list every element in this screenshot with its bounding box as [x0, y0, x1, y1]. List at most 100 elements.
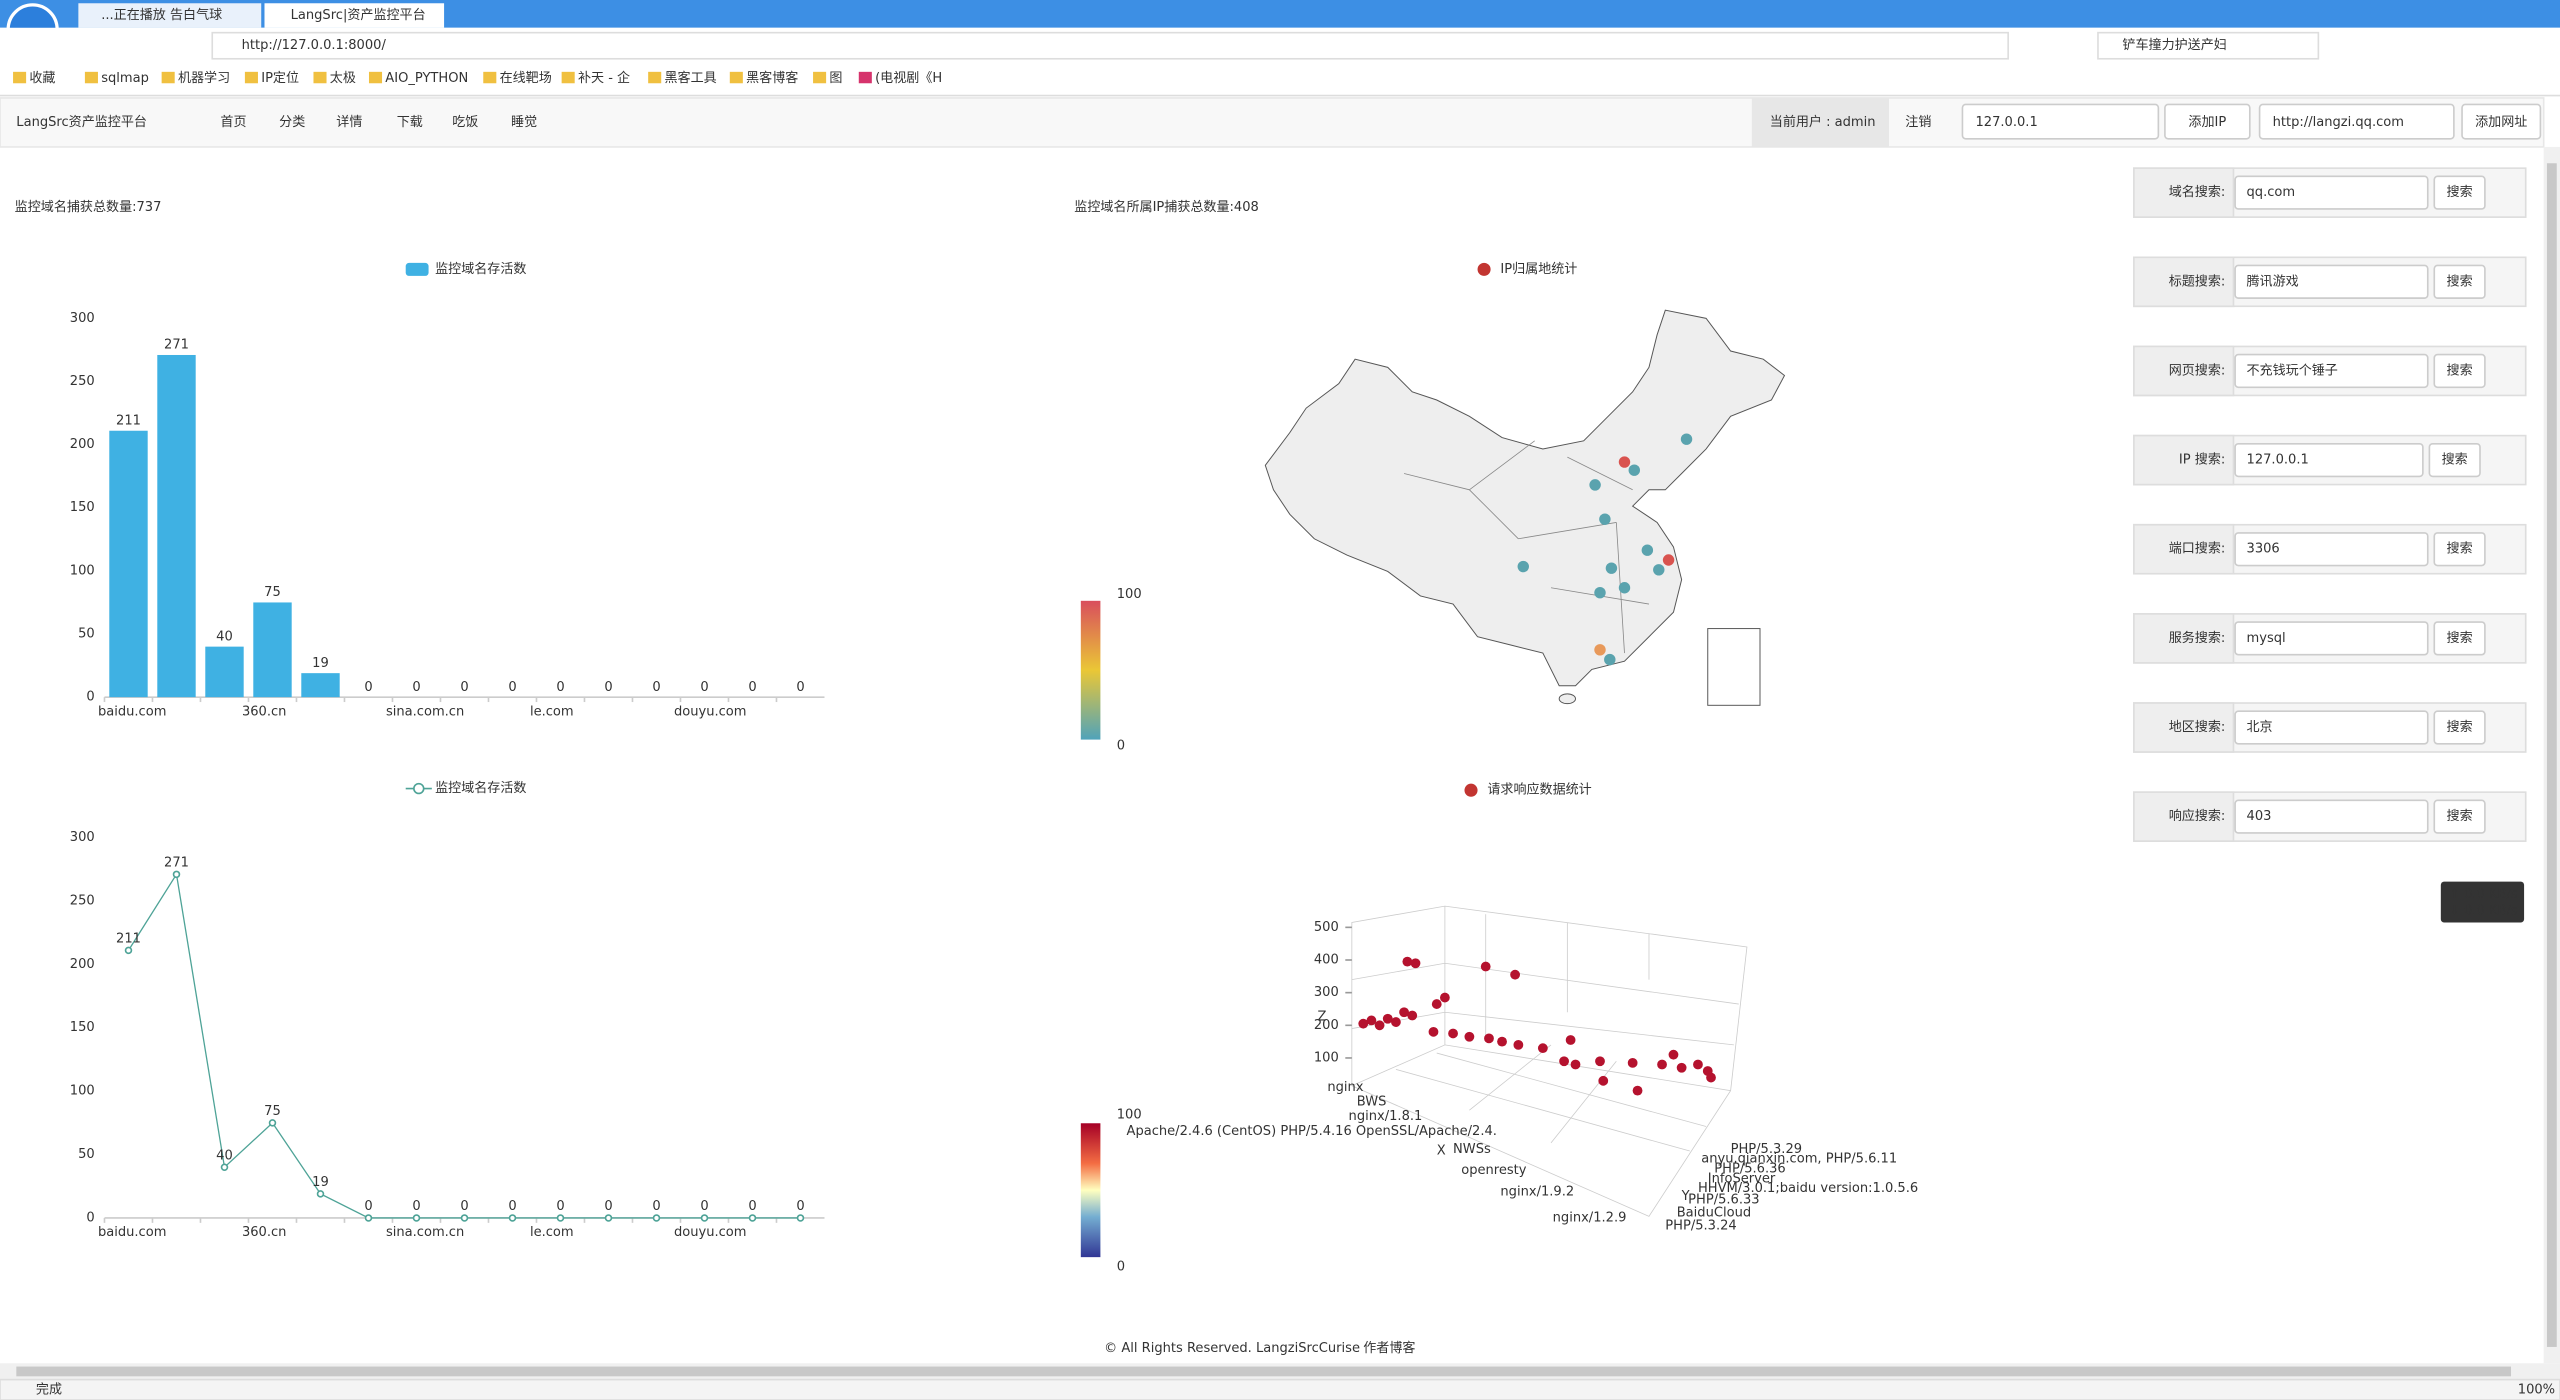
heading: 监控域名捕获总数量:737 — [15, 199, 162, 215]
data-label: 0 — [700, 1199, 708, 1214]
visual-map-max: 100 — [1117, 587, 1142, 602]
bookmark[interactable]: 图 — [829, 71, 842, 86]
y-tick-label: 200 — [70, 437, 95, 452]
bookmark[interactable]: AIO_PYTHON — [385, 71, 468, 86]
search-button-text[interactable]: 搜索 — [2447, 809, 2473, 824]
bookmark[interactable]: 太极 — [330, 71, 356, 86]
data-label: 19 — [312, 1175, 329, 1190]
footer-link[interactable]: 作者博客 — [1363, 1340, 1415, 1356]
search-input[interactable] — [2234, 621, 2429, 656]
bookmark[interactable]: sqlmap — [101, 71, 149, 86]
search-input[interactable] — [2234, 175, 2429, 210]
search-button[interactable] — [2433, 710, 2486, 745]
search-input[interactable] — [2234, 799, 2429, 834]
point — [604, 1214, 613, 1222]
search-input[interactable] — [2234, 353, 2429, 389]
legend-label[interactable]: IP归属地统计 — [1500, 262, 1577, 277]
url-input[interactable] — [2258, 103, 2455, 140]
search-button-text[interactable]: 搜索 — [2447, 631, 2473, 646]
bookmark[interactable]: 黑客博客 — [746, 70, 798, 86]
tab-title[interactable]: ...正在播放 告白气球 — [101, 7, 222, 23]
search-value[interactable]: 127.0.0.1 — [2247, 453, 2309, 468]
search-button[interactable] — [2433, 264, 2486, 299]
add-ip-button[interactable] — [2164, 103, 2251, 140]
china-map — [1264, 309, 1786, 687]
legend-dot[interactable] — [1464, 783, 1478, 797]
nav-link[interactable]: 分类 — [279, 115, 305, 130]
x-label: openresty — [1461, 1163, 1527, 1178]
tab-active[interactable] — [264, 3, 445, 28]
search-placeholder[interactable]: 铲车撞力护送产妇 — [2122, 37, 2226, 53]
search-button[interactable] — [2433, 621, 2486, 656]
legend-label[interactable]: 请求响应数据统计 — [1487, 782, 1591, 798]
tab[interactable] — [78, 3, 262, 28]
search-input[interactable] — [2234, 710, 2429, 745]
search-input[interactable] — [2234, 532, 2429, 567]
brand[interactable]: LangSrc资产监控平台 — [16, 115, 147, 130]
search-button-text[interactable]: 搜索 — [2447, 720, 2473, 735]
add-url-text[interactable]: 添加网址 — [2475, 115, 2527, 130]
visual-map[interactable] — [1080, 600, 1101, 740]
legend-dot[interactable] — [1477, 262, 1491, 276]
y-tick-label: 50 — [78, 1147, 95, 1162]
visual-map[interactable] — [1080, 1123, 1101, 1258]
y-tick-label: 100 — [70, 1084, 95, 1099]
search-button-text[interactable]: 搜索 — [2442, 453, 2468, 468]
search-bar[interactable] — [2097, 31, 2320, 60]
search-button-text[interactable]: 搜索 — [2447, 542, 2473, 557]
visual-map-min: 0 — [1117, 1259, 1125, 1274]
bookmark[interactable]: 补天 - 企 — [578, 70, 630, 86]
point — [748, 1214, 757, 1222]
x-label: nginx/1.8.1 — [1349, 1109, 1423, 1124]
logout[interactable]: 注销 — [1905, 115, 1931, 130]
legend-label[interactable]: 监控域名存活数 — [435, 780, 526, 796]
bookmark[interactable]: 收藏 — [29, 71, 55, 86]
data-label: 19 — [312, 656, 329, 671]
search-value[interactable]: mysql — [2247, 631, 2286, 646]
bookmark[interactable]: 机器学习 — [178, 70, 230, 86]
search-button[interactable] — [2433, 175, 2486, 210]
search-button-text[interactable]: 搜索 — [2447, 274, 2473, 289]
legend-dot[interactable] — [413, 782, 425, 795]
add-url-button[interactable] — [2461, 103, 2542, 140]
search-button[interactable] — [2428, 442, 2481, 478]
search-input[interactable] — [2234, 442, 2424, 478]
legend-swatch[interactable] — [405, 262, 429, 276]
h-scroll-thumb[interactable] — [16, 1366, 2512, 1377]
search-value[interactable]: qq.com — [2247, 185, 2296, 200]
nav-link[interactable]: 首页 — [220, 115, 246, 130]
url[interactable]: http://127.0.0.1:8000/ — [242, 38, 387, 53]
search-button[interactable] — [2433, 353, 2486, 389]
bookmark[interactable]: (电视剧《H — [875, 71, 942, 86]
search-label: IP 搜索: — [2179, 453, 2225, 468]
search-button[interactable] — [2433, 532, 2486, 567]
nav-link[interactable]: 下载 — [397, 115, 423, 130]
legend-label[interactable]: 监控域名存活数 — [435, 261, 526, 277]
search-value[interactable]: 3306 — [2247, 542, 2280, 557]
add-ip-text[interactable]: 添加IP — [2188, 115, 2226, 130]
bookmark[interactable]: 黑客工具 — [664, 70, 716, 86]
search-value[interactable]: 腾讯游戏 — [2247, 273, 2299, 289]
search-value[interactable]: 北京 — [2247, 720, 2273, 735]
nav-link[interactable]: 睡觉 — [511, 115, 537, 130]
search-label: 地区搜索: — [2169, 720, 2226, 735]
search-button[interactable] — [2433, 799, 2486, 834]
x-tick-label: sina.com.cn — [386, 1225, 464, 1240]
address-bar[interactable] — [211, 31, 2009, 60]
nav-link[interactable]: 吃饭 — [452, 114, 478, 130]
x-label: nginx — [1327, 1080, 1363, 1095]
search-value[interactable]: 403 — [2247, 809, 2272, 824]
search-button-text[interactable]: 搜索 — [2447, 363, 2473, 378]
axis-name: Y — [1681, 1189, 1690, 1204]
bookmark[interactable]: IP定位 — [261, 71, 299, 86]
x-tick-label: baidu.com — [98, 704, 166, 719]
search-button-text[interactable]: 搜索 — [2447, 185, 2473, 200]
ip-input[interactable] — [1961, 103, 2160, 140]
bookmark[interactable]: 在线靶场 — [500, 71, 552, 86]
nav-link[interactable]: 详情 — [336, 115, 362, 130]
v-scroll-thumb[interactable] — [2546, 163, 2557, 1347]
tab-title[interactable]: LangSrc|资产监控平台 — [291, 8, 426, 23]
data-label: 0 — [700, 680, 708, 695]
search-input[interactable] — [2234, 264, 2429, 299]
search-value[interactable]: 不充钱玩个锤子 — [2247, 362, 2338, 378]
